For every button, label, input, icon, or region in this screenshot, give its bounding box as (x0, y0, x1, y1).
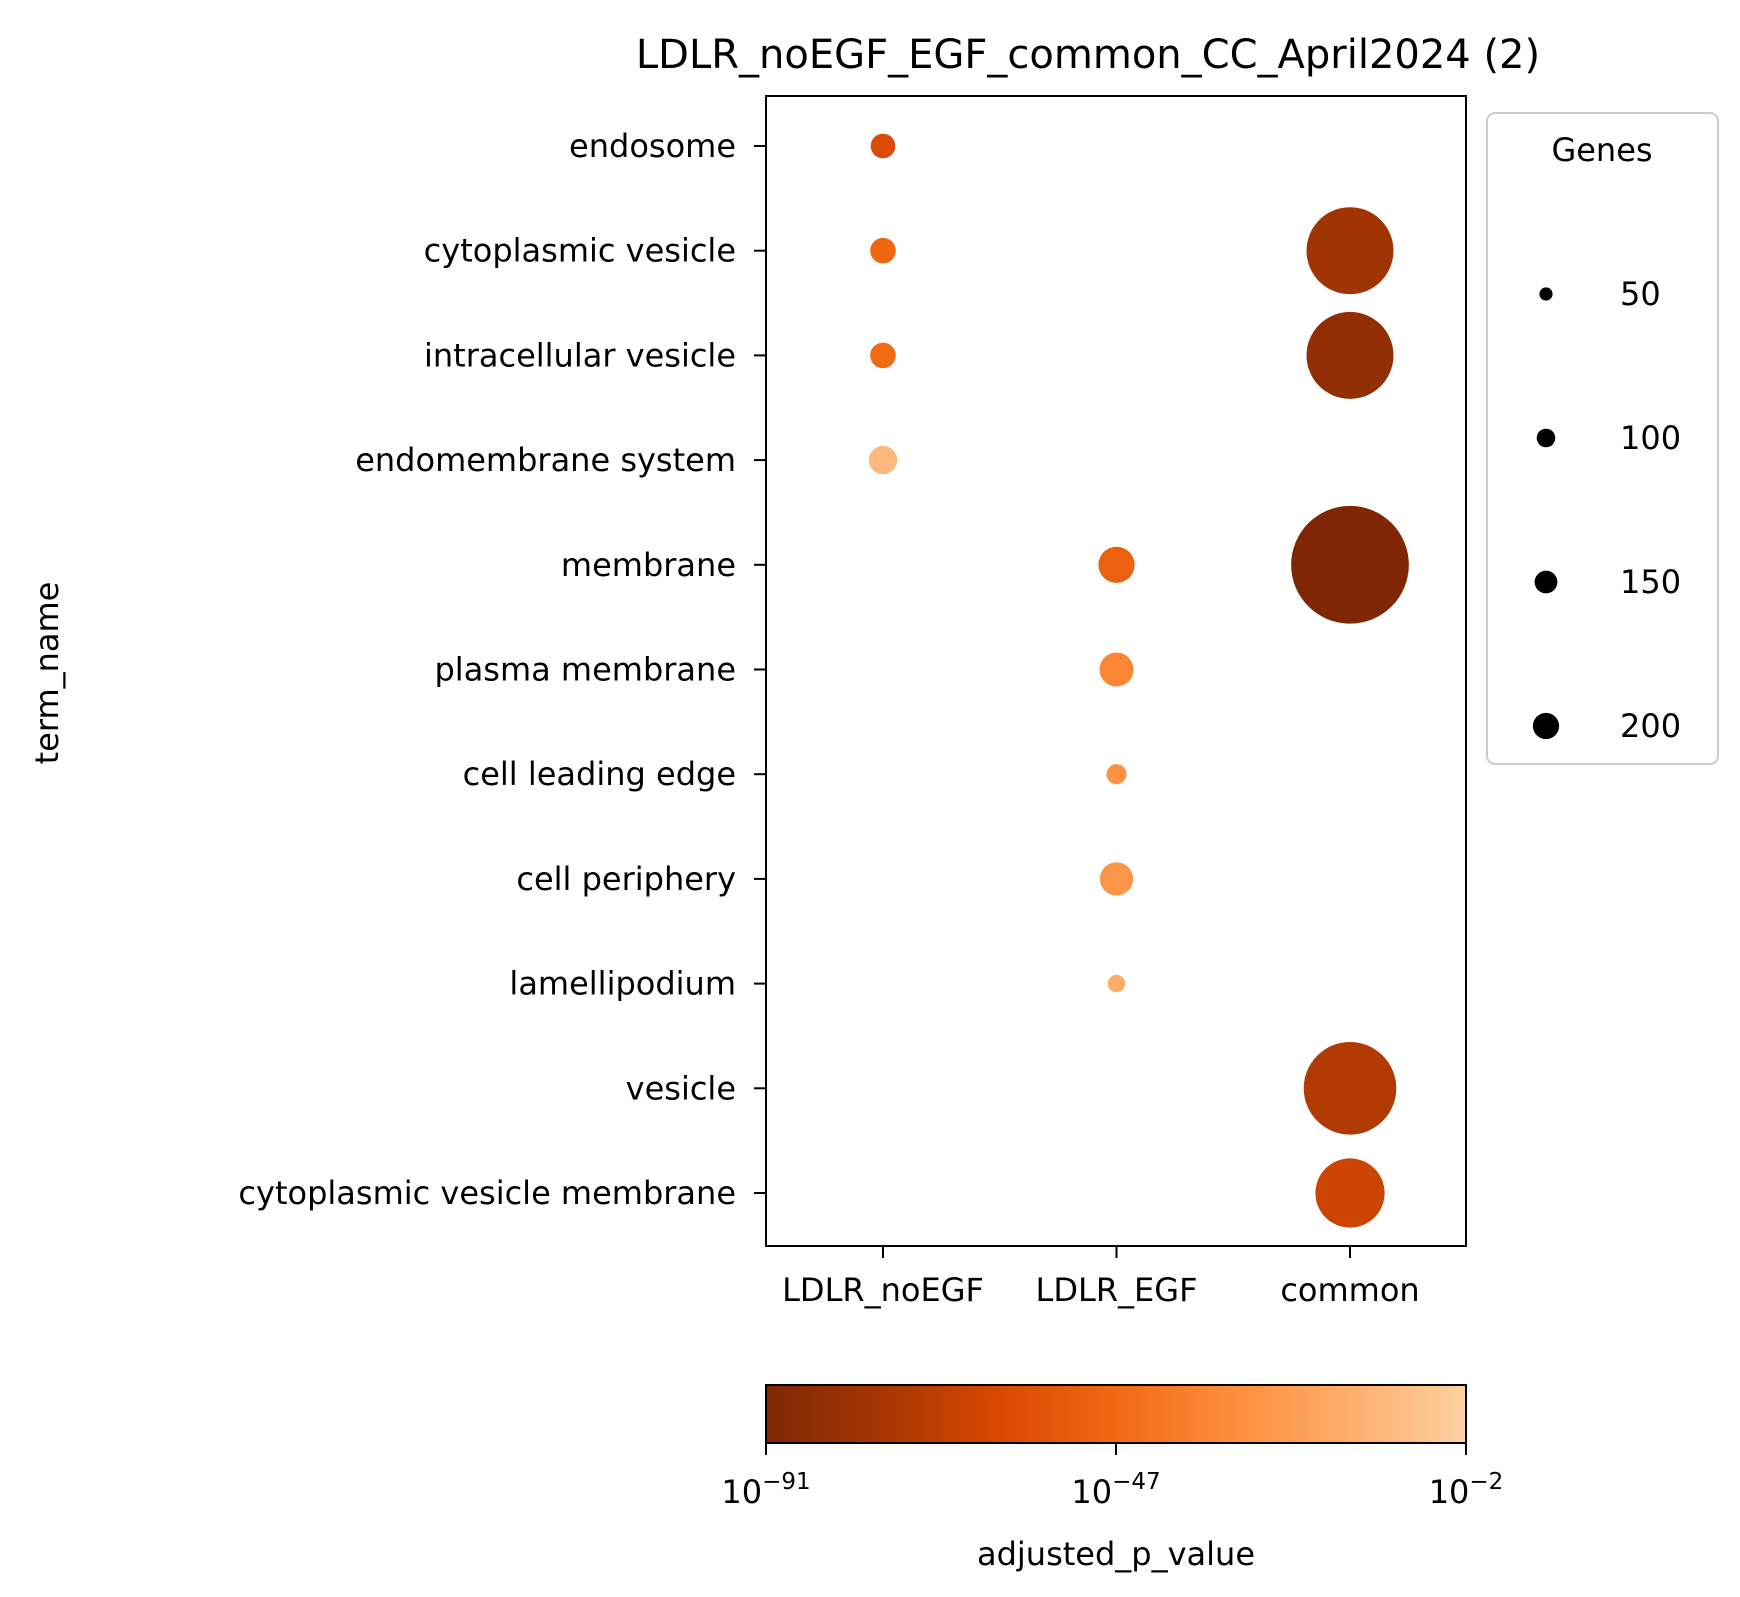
y-tick-label: cytoplasmic vesicle (424, 232, 736, 270)
size-legend-marker (1532, 712, 1560, 740)
data-point (1315, 1158, 1385, 1228)
size-legend-label: 200 (1620, 707, 1681, 745)
y-tick-label: endosome (569, 127, 736, 165)
y-tick-label: membrane (561, 546, 736, 584)
y-axis-ticks: endosome cytoplasmic vesicle intracellular… (238, 127, 766, 1212)
x-axis-ticks: LDLR_noEGF LDLR_EGF common (782, 1246, 1420, 1309)
size-legend-label: 150 (1620, 563, 1681, 601)
data-point (1098, 546, 1135, 583)
size-legend-label: 50 (1620, 275, 1661, 313)
y-tick-label: cytoplasmic vesicle membrane (238, 1174, 736, 1212)
data-point (870, 133, 896, 159)
colorbar-gradient (765, 1384, 1467, 1444)
x-tick-label: LDLR_EGF (1036, 1271, 1198, 1309)
size-legend-marker (1539, 287, 1553, 301)
data-point (1099, 652, 1134, 687)
colorbar-tick-label: 10−47 (1071, 1469, 1160, 1511)
size-legend-marker (1534, 570, 1558, 594)
y-tick-label: plasma membrane (434, 651, 736, 689)
y-tick-label: vesicle (626, 1069, 736, 1107)
y-tick-label: cell leading edge (463, 755, 736, 793)
data-point (1306, 207, 1394, 295)
chart-title: LDLR_noEGF_EGF_common_CC_April2024 (2) (636, 32, 1540, 78)
data-point (868, 445, 898, 475)
data-point (1291, 505, 1409, 624)
y-axis-label: term_name (28, 582, 66, 765)
plot-area-frame (765, 95, 1467, 1247)
x-tick-label: common (1280, 1271, 1419, 1309)
data-point (1303, 1042, 1397, 1135)
data-point (1099, 862, 1134, 896)
y-tick-label: endomembrane system (355, 441, 736, 479)
colorbar-tick-label: 10−91 (721, 1469, 810, 1511)
y-tick-label: cell periphery (516, 860, 736, 898)
y-tick-label: lamellipodium (509, 965, 736, 1003)
data-point (870, 342, 896, 369)
size-legend-title: Genes (1551, 131, 1652, 169)
size-legend: Genes 50 100 150 200 (1486, 112, 1719, 765)
size-legend-box (1486, 112, 1719, 765)
size-legend-entries: 50 100 150 200 (1532, 275, 1681, 745)
size-legend-label: 100 (1620, 419, 1681, 457)
size-legend-marker (1536, 428, 1556, 448)
colorbar-ticks: 10−91 10−47 10−2 (721, 1443, 1503, 1511)
data-point (1107, 974, 1126, 993)
x-tick-label: LDLR_noEGF (782, 1271, 984, 1309)
y-tick-label: intracellular vesicle (424, 336, 736, 374)
data-point (1106, 764, 1127, 785)
colorbar-label: adjusted_p_value (977, 1535, 1255, 1573)
data-point (870, 237, 896, 264)
data-point (1306, 311, 1394, 399)
colorbar: 10−91 10−47 10−2 adjusted_p_value (721, 1384, 1503, 1573)
data-points (868, 133, 1409, 1228)
colorbar-tick-label: 10−2 (1429, 1469, 1504, 1511)
